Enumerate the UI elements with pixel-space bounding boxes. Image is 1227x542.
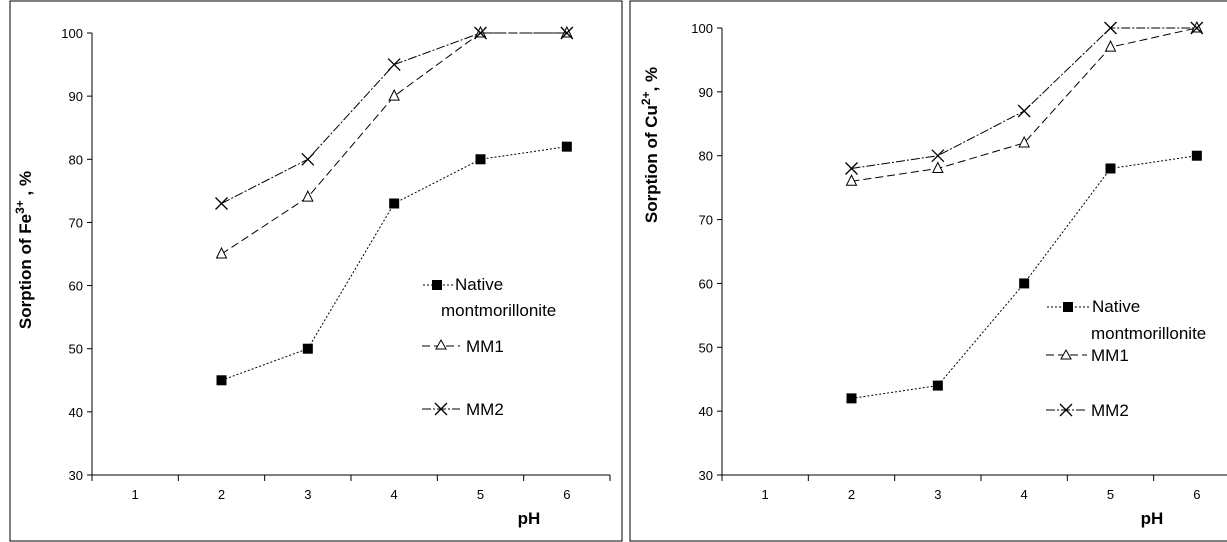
data-point-native xyxy=(389,198,400,209)
data-point-mm1 xyxy=(215,246,228,259)
y-tick-label: 60 xyxy=(69,279,83,294)
x-tick-label: 2 xyxy=(218,487,225,502)
x-tick-label: 5 xyxy=(477,487,484,502)
x-tick-label: 5 xyxy=(1107,487,1114,502)
chart-1-ylabel-suffix: , % xyxy=(16,171,35,200)
legend-native-marker xyxy=(1063,302,1073,312)
y-tick-label: 40 xyxy=(699,404,713,419)
series-line-x xyxy=(221,32,567,204)
x-tick-label: 2 xyxy=(848,487,855,502)
data-point-mm1 xyxy=(845,174,858,186)
chart-1-legend: Native montmorillonite MM1 MM2 xyxy=(422,275,556,419)
legend-mm2-marker xyxy=(434,402,448,416)
y-tick-label: 70 xyxy=(699,213,713,228)
x-tick-label: 1 xyxy=(132,487,139,502)
legend-mm2-marker xyxy=(1059,403,1073,417)
chart-2-ylabel-sup: 2+ xyxy=(639,91,653,105)
data-point-native xyxy=(1105,163,1116,174)
data-point-mm1 xyxy=(302,190,314,202)
y-tick-label: 90 xyxy=(69,89,83,104)
chart-2-legend: Native montmorillonite MM1 MM2 xyxy=(1046,297,1206,420)
series-line-square xyxy=(851,155,1197,399)
chart-2-ylabel-suffix: , % xyxy=(642,67,661,92)
y-tick-label: 30 xyxy=(699,468,713,483)
legend-native-marker xyxy=(432,280,442,290)
series-line-triangle xyxy=(851,27,1197,182)
chart-1-ylabel: Sorption of Fe3+ , % xyxy=(13,171,35,329)
data-point-mm1 xyxy=(388,89,400,101)
data-point-mm2 xyxy=(1104,21,1117,35)
chart-fe-sorption: 30 40 50 60 70 80 90 100 1 2 3 4 5 6 Sorption of Fe3+… xyxy=(13,25,611,528)
legend-mm1-marker xyxy=(1060,348,1072,360)
y-tick-label: 100 xyxy=(691,21,713,36)
y-tick-label: 50 xyxy=(69,342,83,357)
legend-native-label-1: Native xyxy=(455,275,503,294)
data-point-mm2 xyxy=(845,162,858,175)
x-tick-label: 4 xyxy=(391,487,398,502)
data-point-native xyxy=(1191,150,1202,161)
x-tick-label: 3 xyxy=(934,487,941,502)
data-point-mm2 xyxy=(931,149,945,163)
chart-2-ylabel-prefix: Sorption of Cu xyxy=(642,105,661,223)
x-tick-label: 4 xyxy=(1021,487,1028,502)
data-point-mm1 xyxy=(1191,20,1203,33)
legend-mm2-label: MM2 xyxy=(1091,401,1129,420)
chart-1-ylabel-sup: 3+ xyxy=(13,200,27,214)
chart-2-frame xyxy=(629,0,1227,542)
y-tick-label: 60 xyxy=(699,276,713,291)
legend-native-label-2: montmorillonite xyxy=(441,301,556,320)
y-tick-label: 70 xyxy=(69,215,83,230)
y-tick-label: 50 xyxy=(699,340,713,355)
legend-mm2-label: MM2 xyxy=(466,400,504,419)
legend-native-label-2: montmorillonite xyxy=(1091,324,1206,343)
legend-mm1-marker xyxy=(435,338,447,350)
data-point-native xyxy=(561,141,572,152)
chart-2-ylabel: Sorption of Cu2+, % xyxy=(639,67,661,223)
x-tick-label: 3 xyxy=(304,487,311,502)
legend-native-label-1: Native xyxy=(1092,297,1140,316)
y-tick-label: 80 xyxy=(69,152,83,167)
y-tick-label: 40 xyxy=(69,405,83,420)
data-point-native xyxy=(1019,278,1030,289)
data-point-native xyxy=(932,380,943,391)
chart-cu-sorption: 30 40 50 60 70 80 90 100 1 2 3 4 5 6 Sorption of Cu2+… xyxy=(639,20,1227,528)
data-point-mm1 xyxy=(561,25,573,38)
legend-mm1-label: MM1 xyxy=(466,337,504,356)
y-tick-label: 90 xyxy=(699,85,713,100)
chart-1-xlabel: pH xyxy=(518,509,541,528)
data-point-mm2 xyxy=(215,197,228,210)
data-point-mm2 xyxy=(301,152,315,166)
data-point-mm2 xyxy=(387,58,401,72)
data-point-native xyxy=(216,375,227,386)
chart-2-xlabel: pH xyxy=(1141,509,1164,528)
data-point-native xyxy=(302,343,313,354)
y-tick-label: 30 xyxy=(69,468,83,483)
chart-1-ylabel-prefix: Sorption of Fe xyxy=(16,214,35,329)
data-point-mm1 xyxy=(1018,135,1030,148)
data-point-mm2 xyxy=(1190,21,1204,35)
x-tick-label: 1 xyxy=(762,487,769,502)
data-point-mm2 xyxy=(1017,104,1031,118)
chart-1-frame xyxy=(9,0,623,542)
y-tick-label: 80 xyxy=(699,149,713,164)
data-point-native xyxy=(475,154,486,165)
y-tick-label: 100 xyxy=(61,26,83,41)
series-line-triangle xyxy=(221,32,567,255)
x-tick-label: 6 xyxy=(563,487,570,502)
x-tick-label: 6 xyxy=(1193,487,1200,502)
data-point-native xyxy=(846,393,857,404)
data-point-mm2 xyxy=(474,26,487,40)
series-line-square xyxy=(221,146,567,381)
data-point-mm2 xyxy=(560,26,574,40)
legend-mm1-label: MM1 xyxy=(1091,346,1129,365)
data-point-mm1 xyxy=(932,161,944,173)
data-point-mm1 xyxy=(474,25,487,38)
data-point-mm1 xyxy=(1104,40,1117,52)
